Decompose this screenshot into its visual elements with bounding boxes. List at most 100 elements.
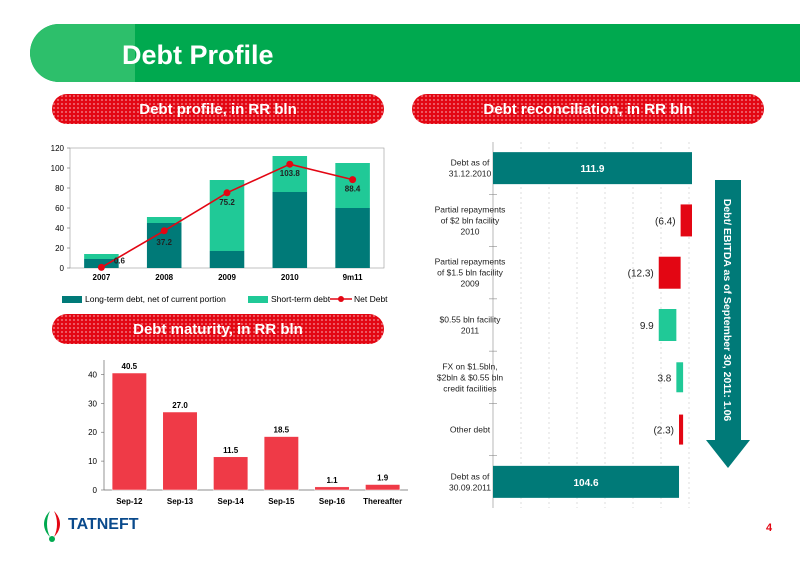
x-tick-label: Sep-14 [218, 497, 245, 506]
reconciliation-category-label: Other debt [450, 425, 491, 435]
reconciliation-bar [658, 309, 677, 341]
bar-long-term [209, 251, 245, 268]
reconciliation-value-label: (6.4) [655, 216, 676, 227]
legend-swatch-net-debt-dot [338, 296, 344, 302]
reconciliation-value-label: 9.9 [640, 321, 654, 332]
reconciliation-bar [679, 414, 684, 445]
maturity-bar [213, 456, 249, 491]
bar-short-term [84, 254, 119, 259]
reconciliation-category-label: Partial repayments [435, 257, 506, 267]
y-tick-label: 80 [55, 184, 64, 193]
x-tick-label: 2007 [93, 273, 111, 282]
y-tick-label: 100 [51, 164, 65, 173]
net-debt-point [349, 176, 357, 184]
net-debt-label: 37.2 [156, 238, 172, 247]
reconciliation-category-label: 2011 [461, 326, 480, 336]
reconciliation-value-label: 104.6 [573, 478, 598, 489]
net-debt-point [286, 160, 294, 168]
y-tick-label: 30 [88, 399, 97, 408]
x-tick-label: Thereafter [363, 497, 402, 506]
bar-long-term [335, 208, 370, 268]
section-header-profile: Debt profile, in RR bln [52, 94, 384, 124]
net-debt-label: 88.4 [345, 185, 361, 194]
y-tick-label: 0 [60, 264, 65, 273]
maturity-value-label: 27.0 [172, 401, 188, 410]
debt-ebitda-note: Debt/ EBITDA as of September 30, 2011: 1… [721, 199, 733, 422]
maturity-bar [111, 372, 147, 491]
section-header-maturity: Debt maturity, in RR bln [52, 314, 384, 344]
x-tick-label: 2010 [281, 273, 299, 282]
bar-long-term [84, 259, 119, 268]
y-tick-label: 0 [93, 486, 98, 495]
y-tick-label: 40 [88, 370, 97, 379]
net-debt-label: 0.6 [114, 256, 126, 265]
legend-swatch-long-term [62, 296, 82, 303]
reconciliation-category-label: $0.55 bln facility [440, 315, 502, 325]
bar-long-term [272, 192, 308, 268]
title-bar [30, 24, 800, 82]
net-debt-label: 103.8 [280, 169, 301, 178]
x-tick-label: Sep-15 [268, 497, 295, 506]
reconciliation-bar [493, 152, 692, 185]
reconciliation-category-label: Partial repayments [435, 204, 506, 214]
y-tick-label: 20 [88, 428, 97, 437]
x-tick-label: Sep-13 [167, 497, 194, 506]
bar-short-term [335, 163, 370, 208]
reconciliation-category-label: 2009 [461, 279, 480, 289]
page-number: 4 [766, 522, 773, 534]
x-tick-label: 9m11 [343, 273, 364, 282]
maturity-value-label: 1.9 [377, 474, 389, 483]
net-debt-point [160, 227, 168, 235]
reconciliation-bar [658, 256, 681, 289]
bar-short-term [146, 217, 182, 223]
section-header-reconciliation: Debt reconciliation, in RR bln [412, 94, 764, 124]
reconciliation-bar [493, 465, 680, 498]
net-debt-label: 75.2 [219, 198, 235, 207]
net-debt-point [97, 263, 105, 271]
legend-label-net-debt: Net Debt [354, 294, 388, 304]
y-tick-label: 10 [88, 457, 97, 466]
logo-text: TATNEFT [68, 516, 139, 533]
maturity-value-label: 40.5 [122, 362, 138, 371]
reconciliation-value-label: 111.9 [581, 164, 605, 175]
reconciliation-category-label: Debt as of [451, 471, 490, 481]
reconciliation-category-label: 30.09.2011 [449, 482, 491, 492]
reconciliation-category-label: Debt as of [451, 158, 490, 168]
reconciliation-value-label: (2.3) [653, 426, 674, 437]
reconciliation-category-label: 2010 [461, 226, 480, 236]
maturity-value-label: 1.1 [326, 476, 338, 485]
x-tick-label: Sep-16 [319, 497, 346, 506]
maturity-bar [314, 486, 350, 491]
reconciliation-category-label: $2bln & $0.55 bln [437, 372, 503, 382]
maturity-bar [263, 436, 299, 491]
x-tick-label: 2009 [218, 273, 236, 282]
page-title: Debt Profile [122, 40, 274, 70]
reconciliation-value-label: (12.3) [628, 269, 654, 280]
y-tick-label: 60 [55, 204, 64, 213]
legend-swatch-short-term [248, 296, 268, 303]
debt-ebitda-arrow-shaft [715, 180, 741, 440]
reconciliation-bar [680, 204, 692, 237]
legend-label-long-term: Long-term debt, net of current portion [85, 294, 226, 304]
y-tick-label: 40 [55, 224, 64, 233]
y-tick-label: 120 [51, 144, 65, 153]
maturity-value-label: 18.5 [274, 426, 290, 435]
maturity-value-label: 11.5 [223, 446, 239, 455]
reconciliation-category-label: FX on $1.5bln, [442, 361, 497, 371]
net-debt-point [223, 189, 231, 197]
tatneft-logo: TATNEFT [44, 511, 139, 542]
y-tick-label: 20 [55, 244, 64, 253]
x-tick-label: 2008 [155, 273, 173, 282]
reconciliation-category-label: 31.12.2010 [449, 169, 492, 179]
reconciliation-value-label: 3.8 [657, 373, 671, 384]
debt-ebitda-arrow-head [706, 440, 750, 468]
x-tick-label: Sep-12 [116, 497, 143, 506]
maturity-bar [162, 411, 198, 491]
legend-label-short-term: Short-term debt [271, 294, 331, 304]
reconciliation-category-label: of $2 bln facility [441, 215, 500, 225]
reconciliation-bar [676, 362, 684, 393]
reconciliation-category-label: credit facilities [443, 383, 496, 393]
maturity-bar [365, 484, 401, 491]
reconciliation-category-label: of $1.5 bln facility [437, 268, 503, 278]
